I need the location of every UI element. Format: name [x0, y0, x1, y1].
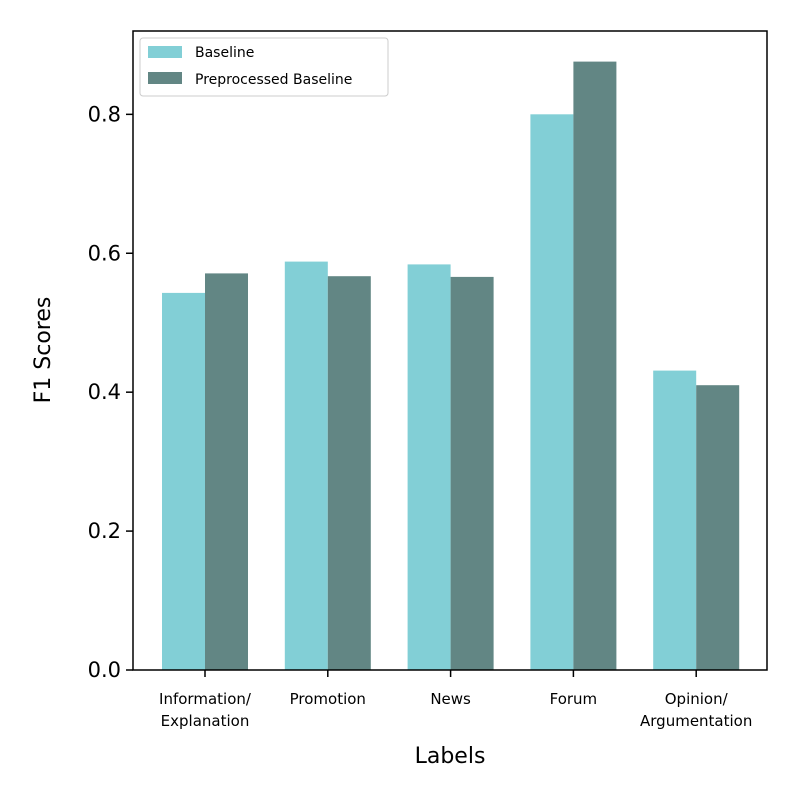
bar-baseline-0 — [162, 292, 205, 670]
legend-label-baseline: Baseline — [195, 45, 254, 61]
y-tick-label-4: 0.8 — [88, 102, 121, 126]
x-axis-ticks: Information/Explanation Promotion News Foru… — [159, 670, 752, 730]
legend-swatch-baseline — [148, 46, 182, 58]
y-tick-label-0: 0.0 — [88, 658, 121, 682]
y-tick-label-2: 0.4 — [88, 380, 121, 404]
plot-frame — [132, 30, 768, 671]
bar-preprocessed-baseline-1 — [327, 276, 371, 670]
x-tick-label-3: Forum — [550, 690, 598, 708]
bar-baseline-2 — [407, 264, 451, 670]
x-axis-title: Labels — [415, 744, 486, 769]
bar-baseline-4 — [653, 370, 697, 670]
y-axis-title: F1 Scores — [31, 297, 56, 404]
legend-swatch-preprocessed-baseline — [148, 72, 182, 84]
y-axis-ticks: 0.0 0.2 0.4 0.6 0.8 — [88, 102, 133, 682]
y-tick-label-1: 0.2 — [88, 519, 121, 543]
bars-group — [162, 61, 740, 671]
legend: Baseline Preprocessed Baseline — [139, 37, 389, 97]
bar-preprocessed-baseline-2 — [450, 276, 494, 670]
bar-preprocessed-baseline-4 — [696, 385, 740, 670]
x-tick-label-2: News — [430, 690, 471, 708]
x-tick-label-0: Information/Explanation — [159, 690, 252, 730]
x-tick-label-4: Opinion/Argumentation — [640, 690, 752, 730]
bar-preprocessed-baseline-3 — [573, 61, 617, 671]
bar-baseline-1 — [284, 261, 328, 670]
legend-box — [139, 37, 389, 97]
bar-preprocessed-baseline-0 — [205, 273, 248, 670]
x-tick-label-1: Promotion — [290, 690, 366, 708]
bar-baseline-3 — [530, 114, 574, 671]
y-tick-label-3: 0.6 — [88, 241, 121, 265]
legend-label-preprocessed-baseline: Preprocessed Baseline — [195, 72, 352, 88]
